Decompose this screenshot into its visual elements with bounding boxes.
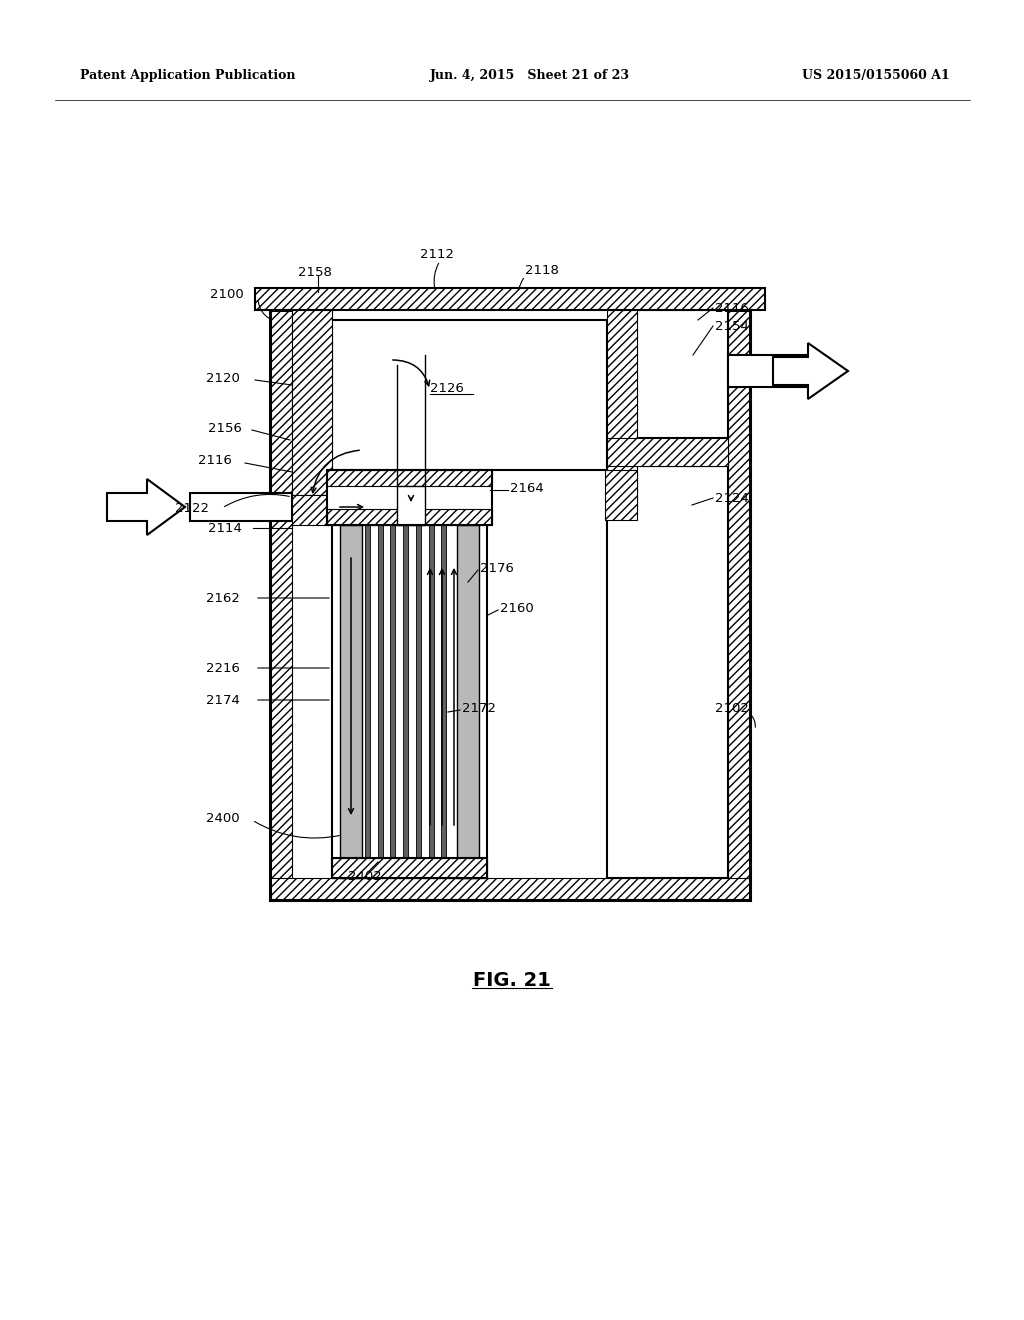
Bar: [327, 470, 492, 525]
Bar: [429, 525, 433, 858]
Text: Jun. 4, 2015   Sheet 21 of 23: Jun. 4, 2015 Sheet 21 of 23: [430, 69, 630, 82]
Text: 2114: 2114: [208, 521, 242, 535]
Text: 2158: 2158: [298, 265, 332, 279]
Bar: [332, 858, 487, 878]
Bar: [416, 525, 421, 858]
Bar: [365, 525, 370, 858]
Text: 2402: 2402: [348, 870, 382, 883]
Text: 2124: 2124: [715, 491, 749, 504]
Text: 2156: 2156: [208, 421, 242, 434]
Bar: [397, 486, 425, 525]
Bar: [292, 495, 332, 525]
Text: Patent Application Publication: Patent Application Publication: [80, 69, 296, 82]
Text: 2162: 2162: [206, 591, 240, 605]
Bar: [332, 525, 487, 878]
Bar: [327, 470, 492, 486]
Text: 2160: 2160: [500, 602, 534, 615]
Bar: [607, 466, 728, 878]
Text: 2172: 2172: [462, 701, 496, 714]
Bar: [255, 288, 765, 310]
Text: 2176: 2176: [480, 561, 514, 574]
Bar: [390, 525, 395, 858]
Bar: [327, 510, 492, 525]
Bar: [607, 438, 728, 466]
Bar: [270, 878, 750, 900]
Text: 2116: 2116: [715, 301, 749, 314]
Bar: [327, 486, 492, 510]
Bar: [332, 858, 487, 878]
Text: 2164: 2164: [510, 482, 544, 495]
Text: 2126: 2126: [430, 381, 464, 395]
Bar: [270, 310, 292, 900]
Bar: [728, 310, 750, 900]
Text: 2100: 2100: [210, 289, 244, 301]
Text: 2102: 2102: [715, 701, 749, 714]
Text: 2154: 2154: [715, 319, 749, 333]
Bar: [605, 470, 637, 520]
Bar: [378, 525, 383, 858]
Polygon shape: [773, 343, 848, 399]
Text: FIG. 21: FIG. 21: [473, 970, 551, 990]
Bar: [457, 525, 479, 878]
Bar: [441, 525, 446, 858]
Bar: [728, 355, 806, 387]
Text: 2120: 2120: [206, 371, 240, 384]
Polygon shape: [106, 479, 185, 535]
Bar: [637, 310, 728, 438]
Bar: [340, 525, 362, 878]
Text: 2118: 2118: [525, 264, 559, 276]
Text: 2112: 2112: [420, 248, 454, 261]
Bar: [403, 525, 409, 858]
Bar: [190, 492, 292, 521]
Text: 2174: 2174: [206, 693, 240, 706]
Text: 2116: 2116: [198, 454, 231, 466]
Bar: [332, 319, 607, 470]
Bar: [292, 310, 332, 495]
Text: 2216: 2216: [206, 661, 240, 675]
Text: 2400: 2400: [206, 812, 240, 825]
Bar: [607, 310, 637, 510]
Text: 2122: 2122: [175, 502, 209, 515]
Text: US 2015/0155060 A1: US 2015/0155060 A1: [802, 69, 950, 82]
